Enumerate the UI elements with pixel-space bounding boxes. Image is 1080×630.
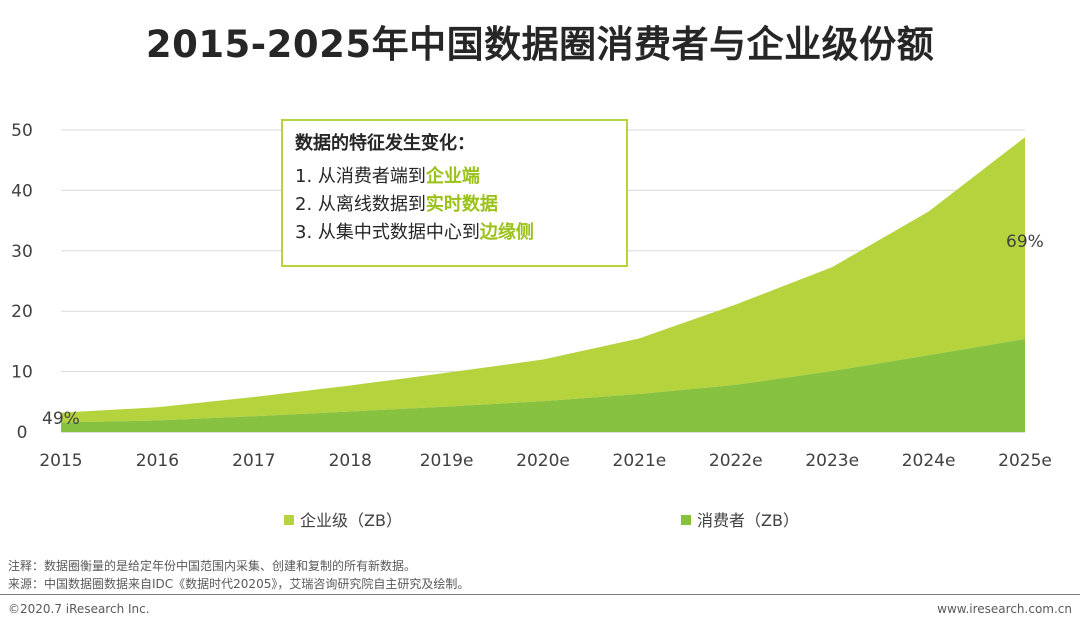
callout-item-2-highlight: 实时数据: [425, 194, 498, 215]
y-tick-label-50: 50: [11, 121, 33, 141]
x-tick-label-2022e: 2022e: [709, 451, 763, 471]
legend-label-consumer: 消费者（ZB）: [697, 511, 799, 530]
callout-heading: 数据的特征发生变化：: [295, 133, 475, 154]
x-tick-label-2018: 2018: [329, 451, 372, 471]
website: www.iresearch.com.cn: [937, 602, 1072, 616]
x-tick-label-2015: 2015: [39, 451, 82, 471]
x-tick-label-2024e: 2024e: [902, 451, 956, 471]
source-note: 来源：中国数据圈数据来自IDC《数据时代20205》，艾瑞咨询研究院自主研究及绘…: [8, 577, 470, 591]
callout-item-2: 2. 从离线数据到实时数据: [295, 191, 626, 219]
x-tick-label-2020e: 2020e: [516, 451, 570, 471]
x-axis-ticks: 2015 2016 2017 2018 2019e 2020e 2021e 2022e 2023…: [39, 451, 1052, 471]
y-axis-ticks: 0 10 20 30 40 50: [11, 121, 33, 443]
legend-swatch-enterprise: [284, 515, 294, 525]
callout-item-1-text: 1. 从消费者端到: [295, 166, 426, 187]
x-tick-label-2016: 2016: [136, 451, 179, 471]
area-series: [61, 137, 1025, 432]
area-consumer: [61, 338, 1025, 432]
legend-label-enterprise: 企业级（ZB）: [300, 511, 402, 530]
copyright: ©2020.7 iResearch Inc.: [8, 602, 150, 616]
callout-item-1-highlight: 企业端: [425, 166, 480, 187]
chart-title: 2015-2025年中国数据圈消费者与企业级份额: [145, 23, 935, 66]
y-tick-label-20: 20: [11, 302, 33, 322]
legend-swatch-consumer: [681, 515, 691, 525]
legend-item-enterprise: 企业级（ZB）: [284, 507, 402, 531]
footnote: 注释：数据圈衡量的是给定年份中国范围内采集、创建和复制的所有新数据。: [8, 559, 417, 573]
callout-item-3: 3. 从集中式数据中心到边缘侧: [295, 219, 626, 247]
callout-box: 数据的特征发生变化： 1. 从消费者端到企业端 2. 从离线数据到实时数据 3.…: [281, 119, 628, 267]
callout-item-1: 1. 从消费者端到企业端: [295, 163, 626, 191]
footer-divider: [0, 594, 1080, 595]
x-tick-label-2025e: 2025e: [998, 451, 1052, 471]
x-tick-label-2021e: 2021e: [613, 451, 667, 471]
callout-item-3-text: 3. 从集中式数据中心到: [295, 222, 480, 243]
y-tick-label-10: 10: [11, 363, 33, 383]
area-enterprise: [61, 137, 1025, 423]
pct-end-label: 69%: [1006, 232, 1044, 252]
callout-item-3-highlight: 边缘侧: [479, 222, 534, 243]
percent-annotations: 49% 69%: [42, 232, 1044, 429]
y-tick-label-40: 40: [11, 181, 33, 201]
pct-start-label: 49%: [42, 409, 80, 429]
x-tick-label-2019e: 2019e: [420, 451, 474, 471]
callout-item-2-text: 2. 从离线数据到: [295, 194, 426, 215]
x-tick-label-2023e: 2023e: [805, 451, 859, 471]
y-tick-label-0: 0: [17, 423, 28, 443]
legend-item-consumer: 消费者（ZB）: [681, 507, 799, 531]
y-tick-label-30: 30: [11, 242, 33, 262]
x-tick-label-2017: 2017: [232, 451, 275, 471]
